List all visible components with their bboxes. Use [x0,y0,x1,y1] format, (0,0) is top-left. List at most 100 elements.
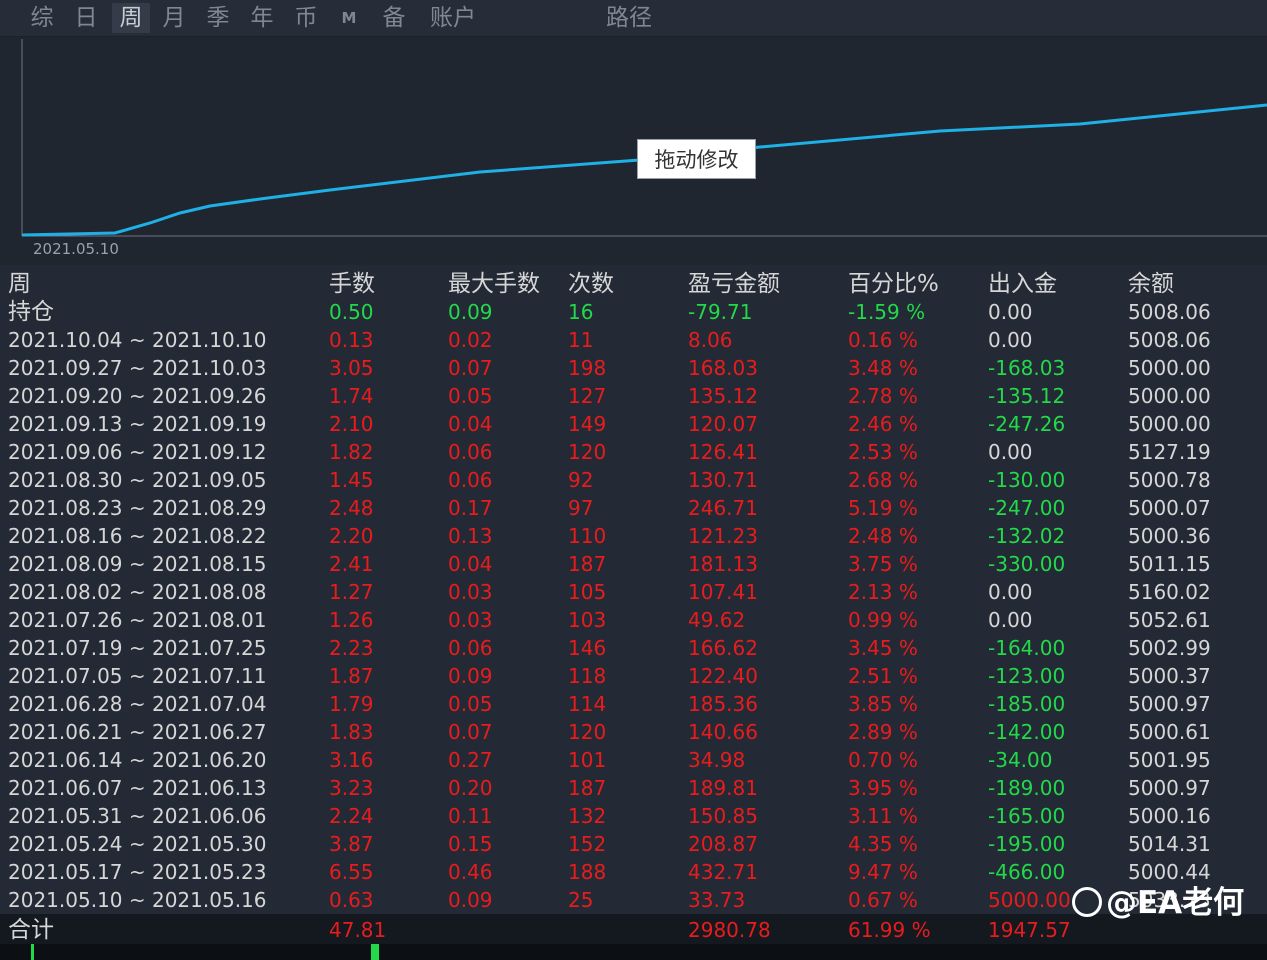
row-flow: -189.00 [988,776,1066,800]
bottom-scroll-strip[interactable] [0,944,1267,960]
row-week: 2021.08.02 ~ 2021.08.08 [8,580,267,604]
row-balance: 5033.73 [1128,888,1211,912]
row-count: 149 [568,412,607,436]
row-count: 105 [568,580,607,604]
row-lots: 1.45 [329,468,374,492]
total-flow: 1947.57 [988,918,1071,942]
row-max-lots: 0.11 [448,804,493,828]
row-flow: -123.00 [988,664,1066,688]
drag-edit-button[interactable]: 拖动修改 [637,139,756,179]
tab-account[interactable]: 账户 [430,5,476,31]
tab-note[interactable]: 备 [382,5,406,31]
tab-month[interactable]: 月 [162,5,186,31]
row-balance: 5008.06 [1128,328,1211,352]
row-week: 2021.06.21 ~ 2021.06.27 [8,720,267,744]
row-balance: 5011.15 [1128,552,1211,576]
tab-m[interactable]: M [341,9,357,27]
table-row[interactable]: 2021.09.27 ~ 2021.10.03 3.05 0.07 198 168.03… [0,354,1267,382]
row-lots: 1.87 [329,664,374,688]
table-row[interactable]: 2021.06.14 ~ 2021.06.20 3.16 0.27 101 34.98 0… [0,746,1267,774]
row-flow: 5000.00 [988,888,1071,912]
table-row[interactable]: 2021.05.17 ~ 2021.05.23 6.55 0.46 188 432.71… [0,858,1267,886]
row-week: 2021.05.31 ~ 2021.06.06 [8,804,267,828]
tab-summary[interactable]: 综 [30,5,54,31]
table-row[interactable]: 2021.08.30 ~ 2021.09.05 1.45 0.06 92 130.71 2… [0,466,1267,494]
row-pct: 2.48 % [848,524,918,548]
row-flow: -142.00 [988,720,1066,744]
table-row[interactable]: 2021.08.23 ~ 2021.08.29 2.48 0.17 97 246.71 5… [0,494,1267,522]
row-pct: 2.68 % [848,468,918,492]
row-balance: 5160.02 [1128,580,1211,604]
row-pnl: 34.98 [688,748,746,772]
col-count-header[interactable]: 次数 [568,271,614,297]
row-pnl: 150.85 [688,804,758,828]
row-lots: 2.23 [329,636,374,660]
table-row[interactable]: 2021.09.13 ~ 2021.09.19 2.10 0.04 149 120.07… [0,410,1267,438]
row-pnl: 246.71 [688,496,758,520]
table-row[interactable]: 2021.05.31 ~ 2021.06.06 2.24 0.11 132 150.85… [0,802,1267,830]
row-pct: 3.45 % [848,636,918,660]
holding-row[interactable]: 持仓 0.50 0.09 16 -79.71 -1.59 % 0.00 5008… [0,298,1267,326]
table-row[interactable]: 2021.07.26 ~ 2021.08.01 1.26 0.03 103 49.62 0… [0,606,1267,634]
table-row[interactable]: 2021.08.16 ~ 2021.08.22 2.20 0.13 110 121.23… [0,522,1267,550]
table-row[interactable]: 2021.09.20 ~ 2021.09.26 1.74 0.05 127 135.12… [0,382,1267,410]
col-max-lots-header[interactable]: 最大手数 [448,271,540,297]
table-row[interactable]: 2021.08.09 ~ 2021.08.15 2.41 0.04 187 181.13… [0,550,1267,578]
row-week: 2021.05.17 ~ 2021.05.23 [8,860,267,884]
row-max-lots: 0.02 [448,328,493,352]
equity-chart: 2021.05.10 拖动修改 [0,37,1267,265]
row-flow: -466.00 [988,860,1066,884]
row-pnl: 168.03 [688,356,758,380]
row-balance: 5000.97 [1128,776,1211,800]
row-count: 103 [568,608,607,632]
row-balance: 5052.61 [1128,608,1211,632]
tab-day[interactable]: 日 [74,5,98,31]
table-row[interactable]: 2021.10.04 ~ 2021.10.10 0.13 0.02 11 8.06 0.1… [0,326,1267,354]
row-flow: 0.00 [988,440,1033,464]
row-pnl: 432.71 [688,860,758,884]
row-count: 11 [568,328,594,352]
table-row[interactable]: 2021.05.10 ~ 2021.05.16 0.63 0.09 25 33.73 0.… [0,886,1267,914]
row-lots: 1.79 [329,692,374,716]
tab-currency[interactable]: 币 [294,5,318,31]
total-lots: 47.81 [329,918,387,942]
table-row[interactable]: 2021.07.19 ~ 2021.07.25 2.23 0.06 146 166.62… [0,634,1267,662]
row-balance: 5000.00 [1128,356,1211,380]
row-max-lots: 0.03 [448,580,493,604]
holding-pct: -1.59 % [848,300,926,324]
row-max-lots: 0.15 [448,832,493,856]
col-pnl-header[interactable]: 盈亏金额 [688,271,780,297]
col-pct-header[interactable]: 百分比% [848,271,939,297]
row-week: 2021.10.04 ~ 2021.10.10 [8,328,267,352]
row-max-lots: 0.09 [448,888,493,912]
table-row[interactable]: 2021.05.24 ~ 2021.05.30 3.87 0.15 152 208.87… [0,830,1267,858]
watermark: @EA老何 [1072,881,1244,925]
col-lots-header[interactable]: 手数 [329,271,375,297]
tab-path[interactable]: 路径 [606,5,652,31]
table-row[interactable]: 2021.06.21 ~ 2021.06.27 1.83 0.07 120 140.66… [0,718,1267,746]
table-row[interactable]: 2021.07.05 ~ 2021.07.11 1.87 0.09 118 122.40… [0,662,1267,690]
table-row[interactable]: 2021.09.06 ~ 2021.09.12 1.82 0.06 120 126.41… [0,438,1267,466]
row-pnl: 166.62 [688,636,758,660]
row-count: 198 [568,356,607,380]
table-row[interactable]: 2021.06.07 ~ 2021.06.13 3.23 0.20 187 189.81… [0,774,1267,802]
col-week-header[interactable]: 周 [8,271,31,297]
row-week: 2021.08.16 ~ 2021.08.22 [8,524,267,548]
row-balance: 5000.61 [1128,720,1211,744]
row-max-lots: 0.06 [448,440,493,464]
row-week: 2021.06.28 ~ 2021.07.04 [8,692,267,716]
tab-week[interactable]: 周 [112,3,150,33]
row-pnl: 120.07 [688,412,758,436]
col-balance-header[interactable]: 余额 [1128,271,1174,297]
holding-pnl: -79.71 [688,300,753,324]
row-count: 187 [568,776,607,800]
table-row[interactable]: 2021.08.02 ~ 2021.08.08 1.27 0.03 105 107.41… [0,578,1267,606]
total-row: 合计 47.81 2980.78 61.99 % 1947.57 [0,914,1267,944]
tab-quarter[interactable]: 季 [206,5,230,31]
col-flow-header[interactable]: 出入金 [988,271,1057,297]
table-row[interactable]: 2021.06.28 ~ 2021.07.04 1.79 0.05 114 185.36… [0,690,1267,718]
row-flow: 0.00 [988,608,1033,632]
row-flow: -132.02 [988,524,1066,548]
holding-count: 16 [568,300,594,324]
tab-year[interactable]: 年 [250,5,274,31]
